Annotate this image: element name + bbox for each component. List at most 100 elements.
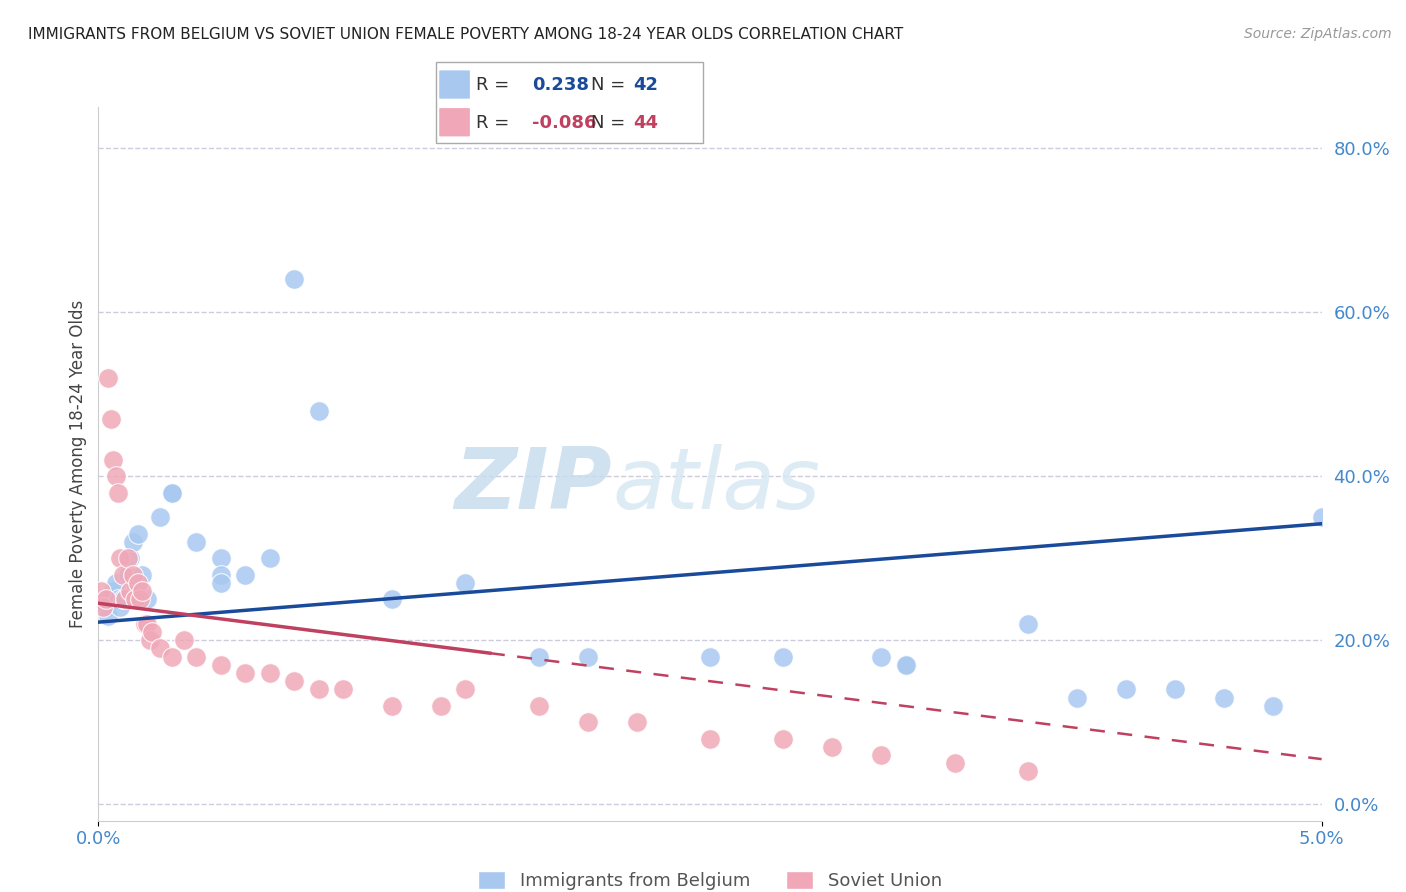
Point <box>233 567 256 582</box>
Point <box>870 649 893 664</box>
Point <box>136 616 159 631</box>
Point <box>381 592 404 607</box>
Point <box>1017 616 1039 631</box>
Point <box>308 403 330 417</box>
Point <box>139 633 162 648</box>
Point <box>101 584 124 599</box>
FancyBboxPatch shape <box>439 70 471 99</box>
Point <box>332 682 354 697</box>
Point <box>259 665 281 680</box>
Point <box>104 469 127 483</box>
Point <box>121 567 143 582</box>
Point <box>114 592 136 607</box>
Point <box>870 747 893 762</box>
Point <box>107 485 129 500</box>
Point <box>1017 764 1039 779</box>
Point <box>209 657 232 672</box>
Point <box>381 698 404 713</box>
Point <box>131 584 153 599</box>
Point <box>90 584 112 599</box>
Point <box>134 616 156 631</box>
Point <box>149 510 172 524</box>
Y-axis label: Female Poverty Among 18-24 Year Olds: Female Poverty Among 18-24 Year Olds <box>69 300 87 628</box>
Point <box>283 272 305 286</box>
Point <box>97 608 120 623</box>
Point <box>308 682 330 697</box>
Point <box>120 584 142 599</box>
Point <box>124 575 146 590</box>
Point <box>283 674 305 689</box>
Text: ZIP: ZIP <box>454 443 612 527</box>
Point <box>121 534 143 549</box>
Point <box>107 592 129 607</box>
Point <box>124 592 146 607</box>
Point <box>94 600 117 615</box>
Point <box>186 534 208 549</box>
Point <box>1212 690 1234 705</box>
Point <box>454 682 477 697</box>
Text: R =: R = <box>475 76 509 94</box>
Text: Source: ZipAtlas.com: Source: ZipAtlas.com <box>1244 27 1392 41</box>
Text: 0.238: 0.238 <box>531 76 589 94</box>
Point <box>209 551 232 566</box>
Point <box>699 731 721 746</box>
Point <box>160 485 183 500</box>
Point <box>127 575 149 590</box>
Point <box>94 592 117 607</box>
Point <box>1115 682 1137 697</box>
Point <box>101 452 124 467</box>
Point <box>127 526 149 541</box>
Text: 42: 42 <box>634 76 658 94</box>
Point <box>894 657 917 672</box>
Text: IMMIGRANTS FROM BELGIUM VS SOVIET UNION FEMALE POVERTY AMONG 18-24 YEAR OLDS COR: IMMIGRANTS FROM BELGIUM VS SOVIET UNION … <box>28 27 904 42</box>
Point <box>821 739 844 754</box>
Legend: Immigrants from Belgium, Soviet Union: Immigrants from Belgium, Soviet Union <box>471 863 949 892</box>
Point <box>110 551 132 566</box>
Text: N =: N = <box>591 113 626 132</box>
Text: R =: R = <box>475 113 509 132</box>
Point <box>160 649 183 664</box>
Point <box>527 698 550 713</box>
Point <box>186 649 208 664</box>
Point <box>97 370 120 384</box>
Point <box>117 567 139 582</box>
Point <box>1261 698 1284 713</box>
Point <box>111 592 134 607</box>
Point <box>626 715 648 730</box>
Point <box>576 649 599 664</box>
Point <box>1164 682 1187 697</box>
Point <box>141 625 163 640</box>
Text: -0.086: -0.086 <box>531 113 596 132</box>
Point <box>129 592 152 607</box>
Point <box>100 592 122 607</box>
Point <box>772 731 794 746</box>
Point <box>576 715 599 730</box>
Point <box>772 649 794 664</box>
Point <box>131 567 153 582</box>
Point <box>209 567 232 582</box>
Point <box>454 575 477 590</box>
Text: N =: N = <box>591 76 626 94</box>
Point <box>233 665 256 680</box>
Text: atlas: atlas <box>612 443 820 527</box>
Point <box>100 411 122 425</box>
Point <box>160 485 183 500</box>
Point <box>527 649 550 664</box>
Point <box>117 551 139 566</box>
Point <box>209 575 232 590</box>
Point <box>259 551 281 566</box>
Point <box>1066 690 1088 705</box>
Point <box>1310 510 1333 524</box>
Point <box>104 575 127 590</box>
Point <box>111 567 134 582</box>
Point <box>430 698 453 713</box>
Point <box>699 649 721 664</box>
Point <box>173 633 195 648</box>
Point <box>91 600 114 615</box>
Point <box>149 641 172 656</box>
Point <box>943 756 966 771</box>
Text: 44: 44 <box>634 113 658 132</box>
FancyBboxPatch shape <box>439 107 471 137</box>
Point <box>110 600 132 615</box>
Point <box>894 657 917 672</box>
